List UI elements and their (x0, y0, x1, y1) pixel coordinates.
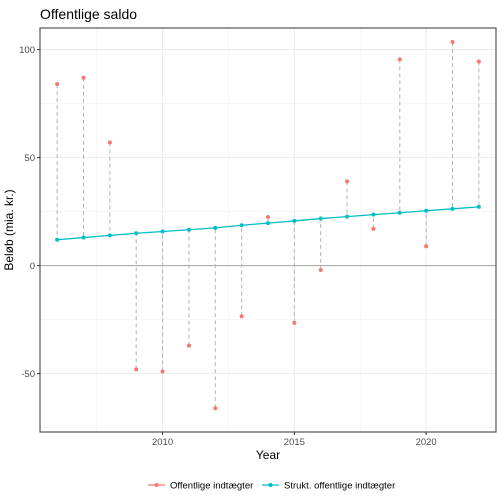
data-point-indtaegter (292, 320, 297, 325)
chart-title: Offentlige saldo (40, 6, 137, 22)
data-point-strukt (55, 237, 60, 242)
data-point-indtaegter (213, 406, 218, 411)
data-point-strukt (424, 208, 429, 213)
data-point-strukt (266, 221, 270, 226)
data-point-indtaegter (371, 226, 376, 231)
data-point-indtaegter (55, 82, 60, 87)
data-point-indtaegter (186, 343, 191, 348)
connectors (56, 42, 480, 409)
data-point-strukt (160, 229, 165, 234)
legend-label: Offentlige indtægter (170, 481, 253, 492)
legend: Offentlige indtægter Strukt. offentlige i… (148, 481, 395, 492)
data-point-strukt (450, 206, 455, 211)
x-axis: 2010 2015 2020 (152, 432, 437, 448)
plot-border (39, 27, 497, 433)
legend-key-point (268, 483, 273, 487)
data-point-indtaegter (345, 179, 350, 184)
y-tick-label: 100 (19, 45, 35, 56)
data-point-indtaegter (81, 75, 86, 80)
x-tick-label: 2010 (152, 437, 173, 448)
plot-panel (40, 28, 496, 432)
data-point-indtaegter (160, 369, 165, 374)
x-tick-label: 2015 (284, 437, 305, 448)
y-tick-label: 50 (24, 153, 35, 164)
data-point-strukt (292, 218, 297, 223)
data-point-strukt (397, 210, 402, 215)
y-axis: -50 0 50 100 (19, 45, 40, 380)
data-point-indtaegter (424, 244, 429, 249)
x-axis-title: Year (256, 448, 280, 462)
points (55, 40, 481, 411)
data-point-indtaegter (107, 140, 112, 145)
data-point-strukt (186, 227, 191, 232)
data-point-strukt (213, 225, 218, 230)
data-point-indtaegter (476, 59, 481, 64)
y-axis-title: Beløb (mia. kr.) (2, 189, 16, 270)
legend-item: Strukt. offentlige indtægter (262, 481, 395, 492)
x-tick-label: 2020 (416, 437, 437, 448)
data-point-strukt (345, 214, 350, 219)
y-tick-label: -50 (21, 369, 35, 380)
data-point-strukt (371, 212, 376, 217)
legend-key-point (154, 483, 159, 487)
y-tick-label: 0 (30, 261, 35, 272)
data-point-indtaegter (266, 215, 270, 220)
data-point-strukt (107, 233, 112, 238)
data-point-strukt (318, 216, 323, 221)
data-point-strukt (239, 223, 244, 228)
data-point-indtaegter (397, 57, 402, 62)
data-point-strukt (81, 235, 86, 240)
legend-label: Strukt. offentlige indtægter (284, 481, 395, 492)
data-point-strukt (134, 231, 139, 236)
data-point-indtaegter (450, 40, 455, 45)
data-point-strukt (476, 204, 481, 209)
data-point-indtaegter (134, 367, 139, 372)
data-point-indtaegter (239, 314, 244, 319)
data-point-indtaegter (318, 267, 323, 272)
legend-item: Offentlige indtægter (148, 481, 253, 492)
